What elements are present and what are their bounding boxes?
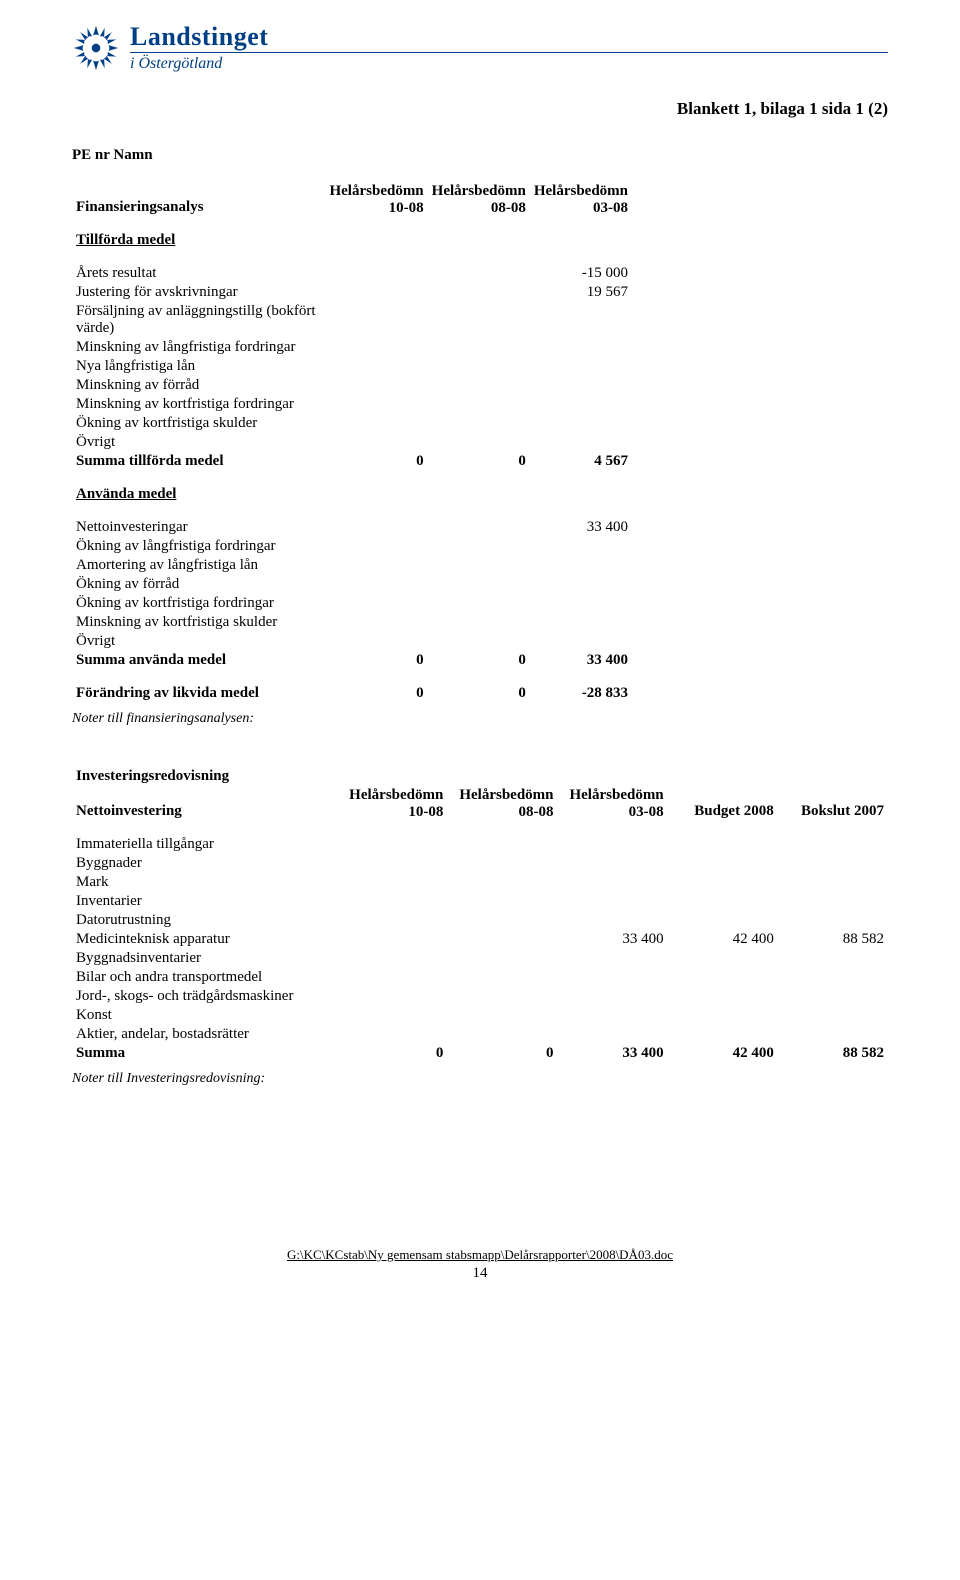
table-row: Justering för avskrivningar19 567	[72, 283, 632, 302]
inv-col1-head: Helårsbedömn 10-08	[337, 786, 447, 821]
table-row: Bilar och andra transportmedel	[72, 968, 888, 987]
sunburst-icon	[72, 24, 120, 72]
table-row: Byggnadsinventarier	[72, 949, 888, 968]
table-row: Ökning av långfristiga fordringar	[72, 537, 632, 556]
fin-col2-head: Helårsbedömn 08-08	[428, 182, 530, 217]
inv-col3-head: Helårsbedömn 03-08	[558, 786, 668, 821]
inv-title-row: Investeringsredovisning	[72, 767, 888, 786]
table-row: Byggnader	[72, 854, 888, 873]
fin-row-head: Finansieringsanalys	[72, 182, 325, 217]
col-head-bot: 08-08	[432, 200, 526, 217]
table-row: Övrigt	[72, 632, 632, 651]
table-row: Immateriella tillgångar	[72, 835, 888, 854]
col-head-bot: 08-08	[451, 804, 553, 821]
fin-col3-head: Helårsbedömn 03-08	[530, 182, 632, 217]
page: Landstinget i Östergötland Blankett 1, b…	[0, 0, 960, 1306]
fin-header-row: Finansieringsanalys Helårsbedömn 10-08 H…	[72, 182, 632, 217]
table-row: Amortering av långfristiga lån	[72, 556, 632, 575]
table-row: Nettoinvesteringar33 400	[72, 518, 632, 537]
table-row: Övrigt	[72, 433, 632, 452]
col-head-bot: 10-08	[329, 200, 423, 217]
table-row: Ökning av kortfristiga fordringar	[72, 594, 632, 613]
inv-col5-head: Bokslut 2007	[778, 786, 888, 821]
table-row: Årets resultat-15 000	[72, 264, 632, 283]
investment-table: Investeringsredovisning Nettoinvestering…	[72, 767, 888, 1063]
financing-table: Finansieringsanalys Helårsbedömn 10-08 H…	[72, 182, 632, 703]
inv-note: Noter till Investeringsredovisning:	[72, 1071, 888, 1087]
table-row: Försäljning av anläggningstillg (bokfört…	[72, 302, 632, 338]
table-row: Minskning av långfristiga fordringar	[72, 338, 632, 357]
table-row: Datorutrustning	[72, 911, 888, 930]
logo-text: Landstinget i Östergötland	[130, 24, 888, 73]
section-heading-row: Tillförda medel	[72, 231, 632, 250]
table-row: Minskning av kortfristiga fordringar	[72, 395, 632, 414]
sum-row: Summa0033 40042 40088 582	[72, 1044, 888, 1063]
col-head-top: Helårsbedömn	[562, 787, 664, 804]
table-row: Minskning av kortfristiga skulder	[72, 613, 632, 632]
col-head-top: Helårsbedömn	[451, 787, 553, 804]
logo-line1: Landstinget	[130, 24, 888, 50]
section-heading-row: Använda medel	[72, 485, 632, 504]
table-row: Nya långfristiga lån	[72, 357, 632, 376]
logo-line2: i Östergötland	[130, 55, 888, 73]
col-head-top: Helårsbedömn	[432, 183, 526, 200]
inv-title: Investeringsredovisning	[72, 767, 337, 786]
col-head-top: Helårsbedömn	[329, 183, 423, 200]
inv-col2-head: Helårsbedömn 08-08	[447, 786, 557, 821]
col-head-top: Helårsbedömn	[341, 787, 443, 804]
logo-rule	[130, 52, 888, 53]
inv-header-row: Nettoinvestering Helårsbedömn 10-08 Helå…	[72, 786, 888, 821]
sum-row: Summa använda medel0033 400	[72, 651, 632, 670]
inv-row-head: Nettoinvestering	[72, 786, 337, 821]
pe-nr-namn: PE nr Namn	[72, 147, 888, 164]
logo-block: Landstinget i Östergötland	[72, 24, 888, 73]
table-row: Ökning av förråd	[72, 575, 632, 594]
section-anvanda: Använda medel	[72, 485, 632, 504]
fin-note: Noter till finansieringsanalysen:	[72, 711, 888, 727]
change-row: Förändring av likvida medel00-28 833	[72, 684, 632, 703]
page-header-right: Blankett 1, bilaga 1 sida 1 (2)	[72, 99, 888, 119]
section-tillforda: Tillförda medel	[72, 231, 632, 250]
table-row: Minskning av förråd	[72, 376, 632, 395]
inv-col4-head: Budget 2008	[668, 786, 778, 821]
table-row: Ökning av kortfristiga skulder	[72, 414, 632, 433]
col-head-bot: 03-08	[534, 200, 628, 217]
table-row: Aktier, andelar, bostadsrätter	[72, 1025, 888, 1044]
footer-path: G:\KC\KCstab\Ny gemensam stabsmapp\Delår…	[72, 1247, 888, 1263]
table-row: Jord-, skogs- och trädgårdsmaskiner	[72, 987, 888, 1006]
table-row: Medicinteknisk apparatur33 40042 40088 5…	[72, 930, 888, 949]
footer-page-number: 14	[72, 1265, 888, 1282]
table-row: Inventarier	[72, 892, 888, 911]
table-row: Mark	[72, 873, 888, 892]
table-row: Konst	[72, 1006, 888, 1025]
sum-row: Summa tillförda medel004 567	[72, 452, 632, 471]
col-head-top: Helårsbedömn	[534, 183, 628, 200]
col-head-bot: 10-08	[341, 804, 443, 821]
fin-col1-head: Helårsbedömn 10-08	[325, 182, 427, 217]
col-head-bot: 03-08	[562, 804, 664, 821]
